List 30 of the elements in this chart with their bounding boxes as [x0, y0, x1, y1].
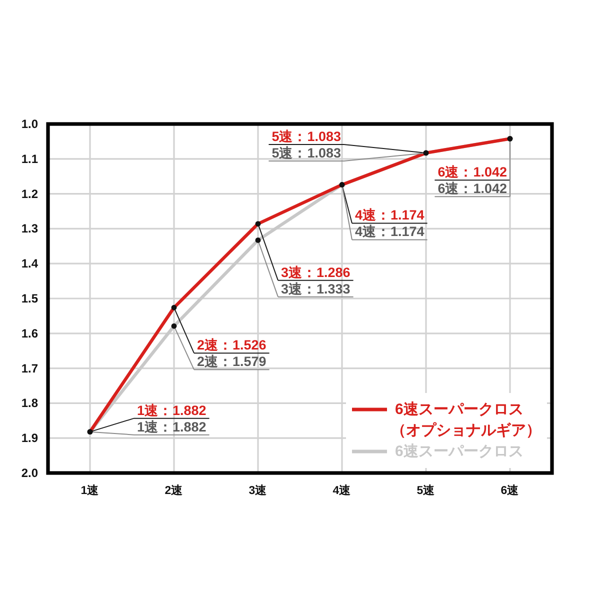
data-label: 5速：1.083 [272, 145, 342, 160]
data-label: 3速：1.286 [281, 264, 351, 280]
x-tick-label: 4速 [332, 483, 352, 497]
data-label: 2速：1.579 [197, 354, 266, 370]
data-label: 4速：1.174 [355, 208, 425, 223]
y-tick-label: 1.3 [21, 222, 38, 236]
y-tick-label: 1.2 [21, 186, 38, 201]
x-tick-label: 3速 [248, 483, 268, 497]
y-tick-label: 1.0 [21, 117, 38, 131]
y-tick-label: 2.0 [21, 466, 38, 480]
y-tick-label: 1.4 [21, 256, 38, 271]
y-tick-label: 1.7 [21, 361, 38, 376]
data-label: 5速：1.083 [272, 128, 342, 144]
data-label: 3速：1.333 [281, 281, 351, 296]
y-tick-label: 1.9 [21, 431, 38, 446]
data-label: 6速：1.042 [438, 181, 507, 196]
y-tick-label: 1.8 [21, 396, 38, 410]
x-tick-label: 2速 [164, 483, 184, 497]
x-tick-label: 6速 [500, 483, 520, 497]
data-label: 6速：1.042 [438, 164, 507, 180]
data-label: 4速：1.174 [355, 224, 425, 240]
x-tick-label: 5速 [416, 483, 436, 497]
data-label: 1速：1.882 [137, 402, 206, 418]
y-tick-label: 1.6 [21, 326, 38, 340]
y-tick-label: 1.1 [21, 152, 38, 166]
data-label: 2速：1.526 [197, 338, 267, 353]
legend-label: 6速スーパークロス（オプショナルギア） [391, 401, 541, 439]
data-label: 1速：1.882 [137, 419, 206, 434]
y-tick-label: 1.5 [21, 292, 38, 306]
x-tick-label: 1速 [80, 483, 100, 497]
